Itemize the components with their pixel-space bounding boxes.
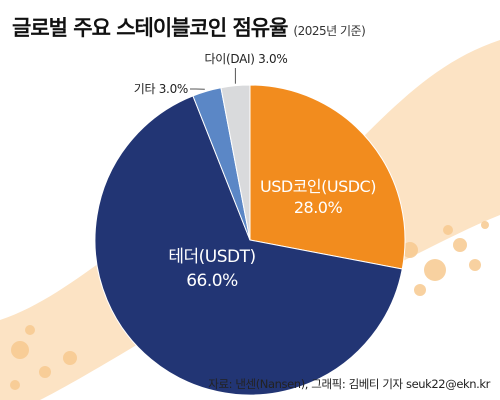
pie-slice-usdc [249, 84, 406, 270]
background-spot [63, 351, 77, 365]
label-leader-lines [190, 68, 236, 90]
background-spot [443, 225, 453, 235]
source-credit: 자료: 낸센(Nansen), 그래픽: 김베티 기자 seuk22@ekn.k… [208, 377, 490, 391]
background-spot [11, 341, 29, 359]
slice-label-dai: 다이(DAI) 3.0% [205, 52, 288, 66]
background-spot [414, 284, 426, 296]
slice-label-usdt: 테더(USDT) [168, 247, 255, 267]
chart-header: 글로벌 주요 스테이블코인 점유율 (2025년 기준) [12, 12, 366, 42]
slice-label-usdc: USD코인(USDC) [260, 177, 376, 196]
chart-title: 글로벌 주요 스테이블코인 점유율 [12, 16, 288, 40]
slice-label-other: 기타 3.0% [134, 82, 188, 96]
background-spot [424, 259, 446, 281]
pie-slice-dai [220, 84, 251, 241]
background-spot [25, 325, 35, 335]
background-spot [39, 366, 51, 378]
pie-slices [94, 84, 406, 396]
pie-labels: USD코인(USDC) 28.0% 테더(USDT) 66.0% 기타 3.0% 다이(D… [134, 52, 377, 291]
background-spot [10, 380, 20, 390]
chart-subtitle: (2025년 기준) [293, 24, 366, 38]
background-spot [402, 242, 418, 258]
pie-slice-usdt [94, 95, 403, 396]
background-spot [453, 238, 467, 252]
background-spot [481, 221, 489, 229]
background-spot [469, 259, 481, 271]
slice-value-usdc: 28.0% [294, 198, 343, 217]
slice-value-usdt: 66.0% [186, 271, 238, 291]
